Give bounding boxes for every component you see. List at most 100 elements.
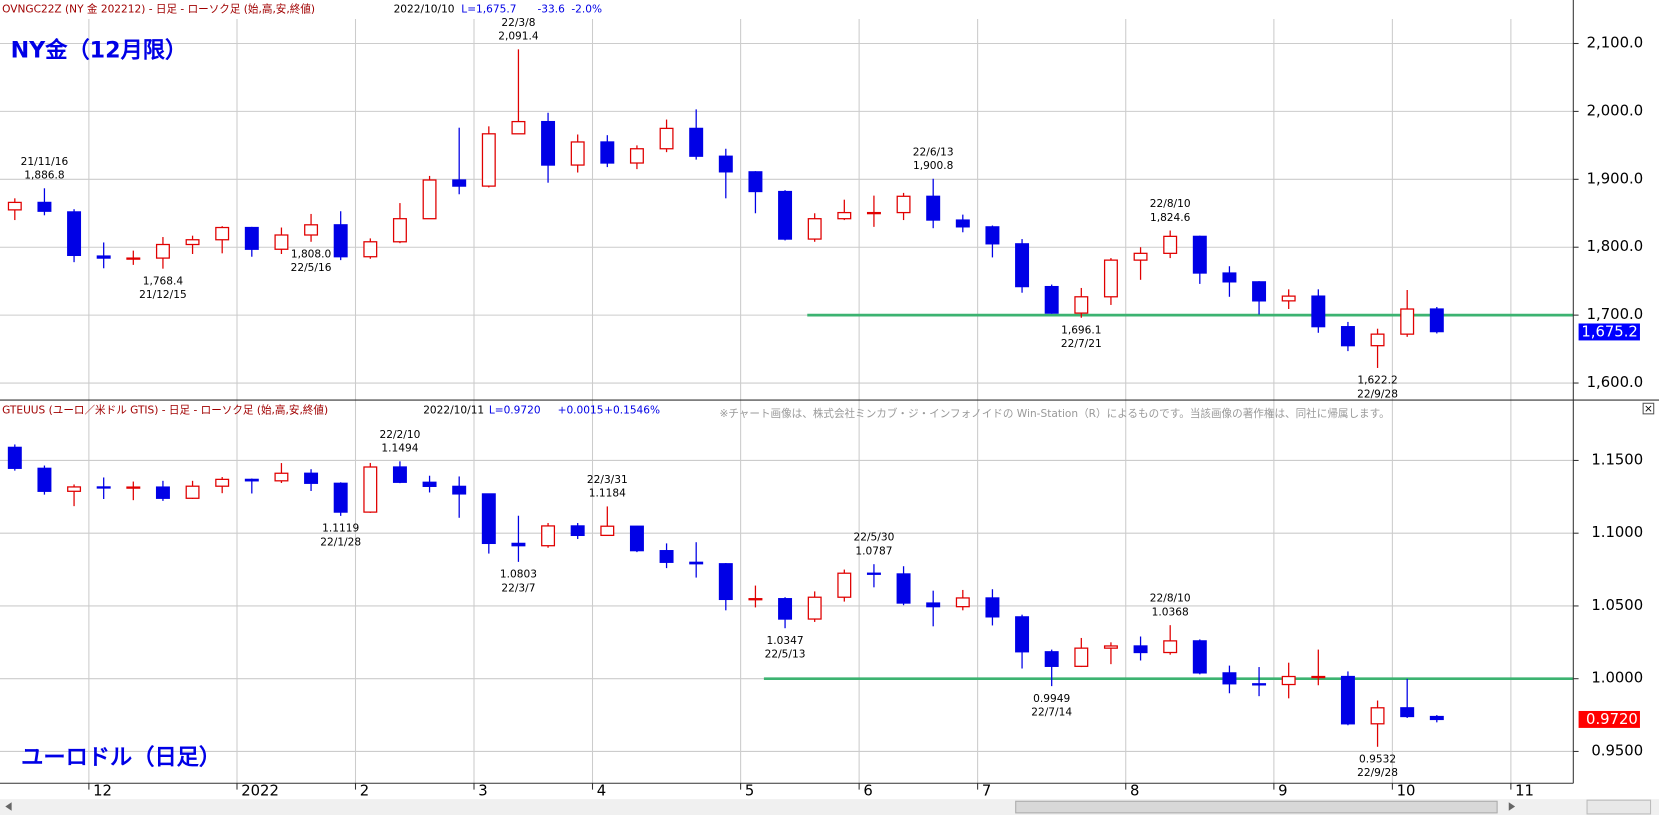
candle-body — [1340, 326, 1355, 347]
candle-body — [1222, 672, 1237, 685]
header-symbol: OVNGC22Z (NY 金 202212) - 日足 - ローソク足 (始,高… — [2, 3, 315, 16]
candle-body — [985, 597, 1000, 618]
candle-body — [452, 485, 467, 495]
y-tick-label: 1,700.0 — [1587, 306, 1643, 323]
candle-body — [333, 224, 348, 258]
candle-body — [1252, 683, 1267, 686]
x-tick-label: 6 — [863, 783, 872, 800]
y-tick-label: 1,900.0 — [1587, 170, 1643, 187]
candle-body — [1400, 308, 1415, 335]
annotation-value: 2,091.4 — [498, 31, 539, 43]
candle-body — [392, 466, 407, 483]
candle-body — [600, 141, 615, 164]
candle-body — [244, 478, 259, 482]
candle-body — [37, 201, 52, 212]
candle-body — [718, 563, 733, 601]
annotation-date: 22/9/28 — [1357, 767, 1398, 779]
y-tick-label: 1.1000 — [1591, 524, 1643, 541]
x-tick-label: 2022 — [241, 783, 279, 800]
candle-body — [1044, 651, 1059, 667]
candle-body — [392, 218, 407, 243]
candle-body — [7, 201, 22, 211]
candle-body — [807, 218, 822, 240]
candle-body — [1074, 647, 1089, 667]
annotation-date: 22/5/16 — [291, 262, 332, 274]
candle-body — [541, 525, 556, 547]
candle-body — [363, 466, 378, 513]
chart-title: ユーロドル（日足） — [21, 744, 221, 770]
annotation-value: 0.9532 — [1359, 753, 1396, 765]
candle-body — [363, 241, 378, 258]
candle-body — [718, 155, 733, 173]
candle-body — [748, 171, 763, 193]
x-tick-label: 5 — [745, 783, 754, 800]
candle-body — [1163, 235, 1178, 254]
last-price-box — [1578, 323, 1640, 341]
annotation-value: 1.1119 — [322, 523, 359, 535]
candle-body — [1311, 675, 1326, 679]
candle-body — [1281, 295, 1296, 302]
candle-body — [659, 550, 674, 563]
candle-body — [185, 239, 200, 246]
close-button[interactable] — [1642, 402, 1655, 415]
annotation-date: 22/5/30 — [854, 532, 895, 544]
y-tick-label: 1.0000 — [1591, 670, 1643, 687]
x-tick-label: 2 — [360, 783, 369, 800]
annotation-date: 22/1/28 — [320, 536, 361, 548]
y-tick-label: 2,100.0 — [1587, 34, 1643, 51]
annotation-date: 22/3/8 — [501, 17, 535, 29]
header-last: L=0.9720 — [489, 405, 541, 417]
x-tick-label: 12 — [93, 783, 112, 800]
y-tick-label: 1.1500 — [1591, 451, 1643, 468]
candle-body — [689, 561, 704, 565]
candle-body — [866, 572, 881, 575]
candle-body — [304, 224, 319, 236]
candle-body — [837, 211, 852, 220]
candle-body — [926, 195, 941, 221]
candle-body — [481, 493, 496, 545]
candle-body — [1074, 296, 1089, 314]
candle-body — [1222, 272, 1237, 283]
candle-body — [1133, 252, 1148, 261]
candle-body — [7, 446, 22, 469]
candle-body — [778, 598, 793, 620]
candle-body — [96, 486, 111, 489]
last-price-label: 0.9720 — [1586, 711, 1638, 728]
candle-body — [837, 572, 852, 598]
annotation-value: 1.0787 — [855, 545, 892, 557]
candle-body — [778, 190, 793, 240]
header-change-pct: -2.0% — [571, 4, 602, 16]
annotation-date: 22/5/13 — [765, 649, 806, 661]
annotation-value: 1,622.2 — [1357, 375, 1397, 387]
candle-body — [67, 486, 82, 492]
candle-body — [1192, 235, 1207, 274]
candle-body — [511, 120, 526, 135]
x-tick-label: 7 — [982, 783, 991, 800]
candle-body — [1044, 285, 1059, 314]
annotation-value: 1.0803 — [500, 569, 537, 581]
candle-body — [1311, 295, 1326, 328]
candle-body — [629, 525, 644, 552]
x-tick-label: 4 — [597, 783, 606, 800]
annotation-value: 1,886.8 — [24, 170, 64, 182]
candle-body — [1192, 640, 1207, 674]
annotation-value: 1,768.4 — [143, 275, 184, 287]
tool-icons[interactable] — [1586, 799, 1652, 815]
candle-body — [955, 597, 970, 608]
candle-body — [1340, 675, 1355, 725]
candle-body — [570, 525, 585, 537]
candle-body — [333, 482, 348, 513]
annotation-value: 1.1184 — [589, 488, 626, 500]
annotation-date: 22/3/31 — [587, 474, 628, 486]
header-symbol: GTEUUS (ユーロ／米ドル GTIS) - 日足 - ローソク足 (始,高,… — [2, 404, 328, 417]
candle-body — [1429, 715, 1444, 721]
candle-body — [215, 226, 230, 241]
y-tick-label: 0.9500 — [1591, 742, 1643, 759]
candle-body — [1370, 707, 1385, 725]
y-tick-label: 1,600.0 — [1587, 374, 1643, 391]
close-icon[interactable]: × — [1644, 403, 1653, 415]
annotation-date: 22/6/13 — [913, 146, 954, 158]
candle-body — [659, 127, 674, 150]
scroll-thumb[interactable] — [1015, 800, 1498, 814]
